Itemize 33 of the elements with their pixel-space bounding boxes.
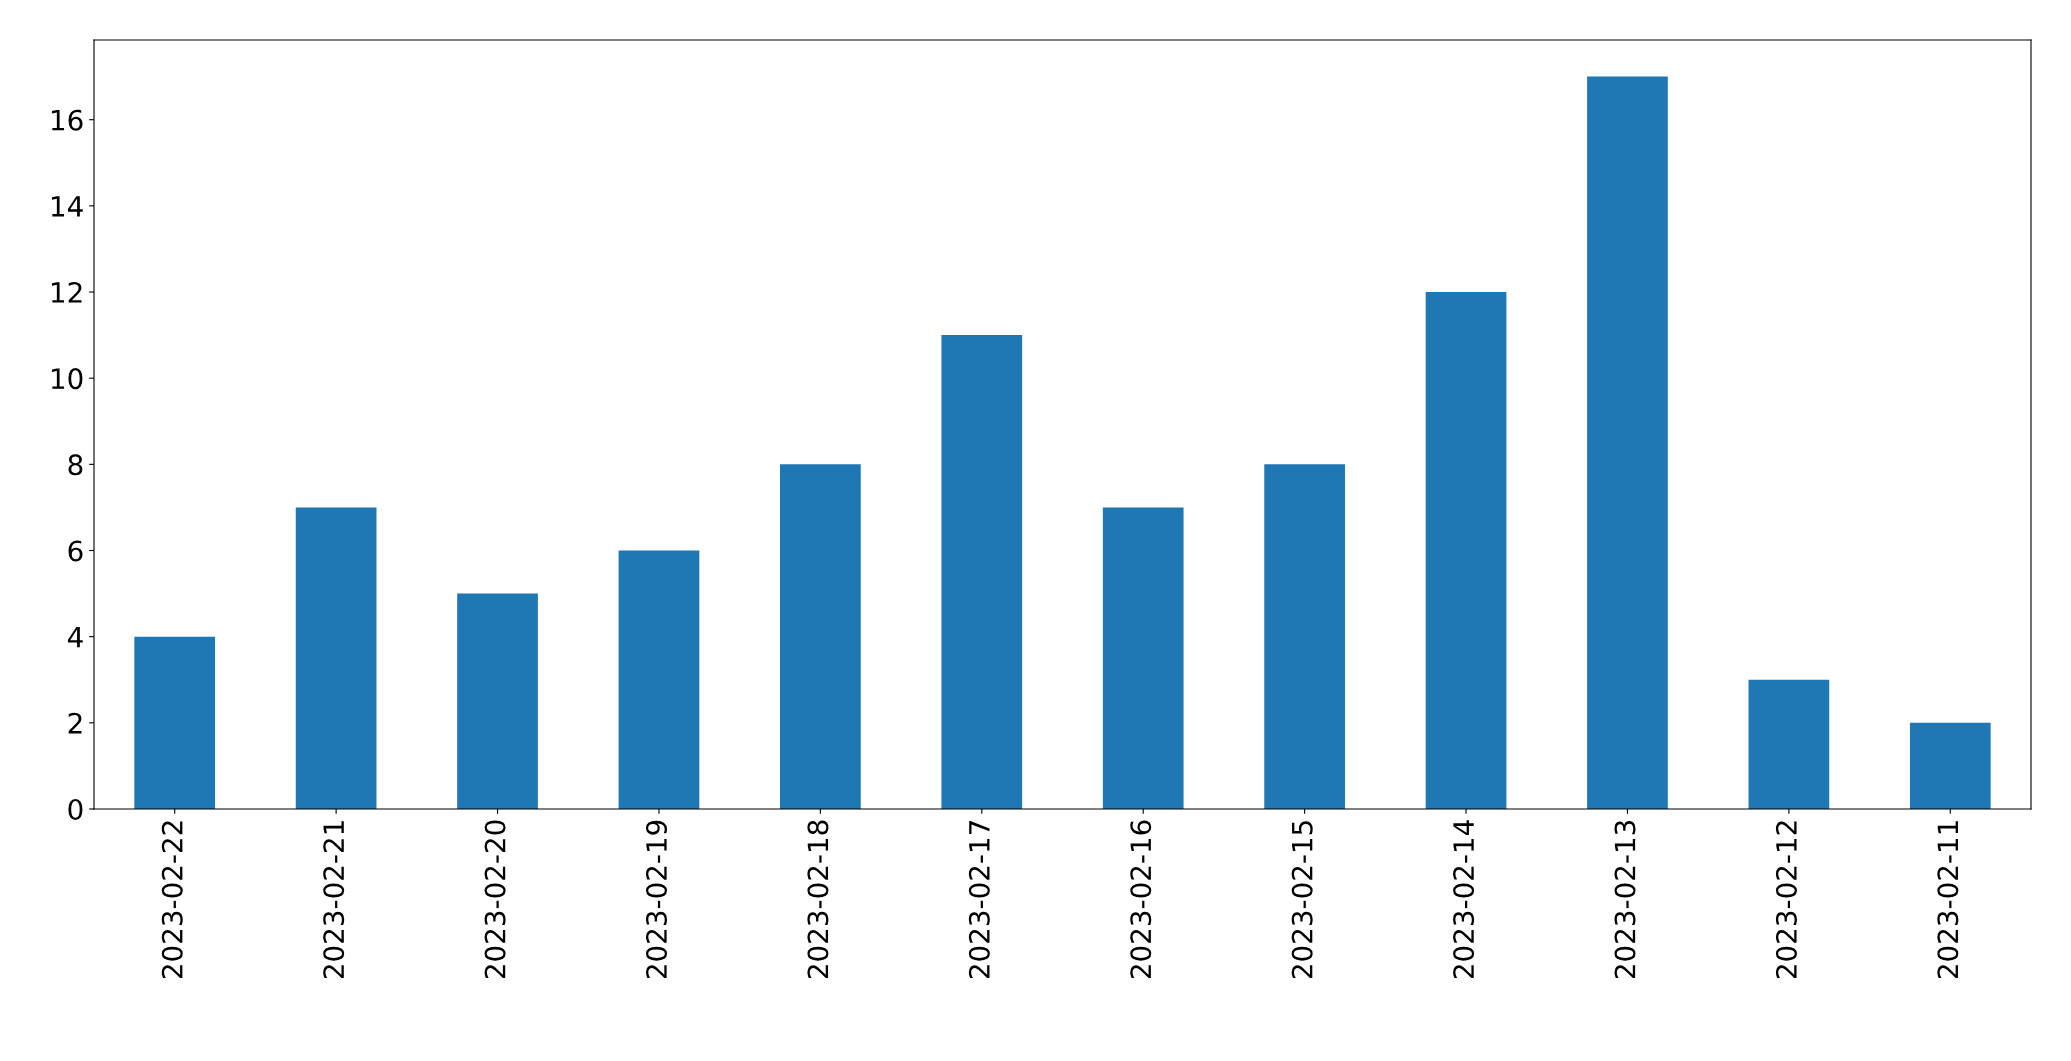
bar	[1102, 507, 1184, 809]
x-tick-label: 2023-02-12	[1775, 821, 1797, 979]
bar	[1748, 679, 1830, 809]
bar	[1909, 722, 1991, 809]
y-tick-label: 12	[51, 281, 82, 303]
bar	[780, 464, 861, 809]
x-tick-label: 2023-02-11	[1937, 821, 1959, 979]
x-tick-label: 2023-02-14	[1453, 820, 1475, 979]
x-tick-label: 2023-02-13	[1614, 820, 1636, 979]
x-tick-label: 2023-02-17	[968, 821, 990, 979]
bar	[1425, 292, 1507, 809]
bar	[618, 550, 700, 809]
y-tick-label: 14	[51, 196, 83, 217]
bar	[134, 636, 216, 809]
x-tick-label: 2023-02-22	[161, 821, 183, 979]
bar	[295, 507, 377, 809]
y-tick-label: 6	[68, 540, 83, 562]
x-tick-label: 2023-02-16	[1130, 820, 1152, 979]
x-tick-label: 2023-02-19	[646, 820, 668, 979]
bar	[941, 335, 1023, 809]
y-tick-label: 16	[51, 109, 83, 131]
x-tick-label: 2023-02-20	[484, 820, 506, 979]
x-tick-label: 2023-02-15	[1291, 821, 1313, 979]
bar	[1587, 76, 1668, 809]
bar	[1264, 464, 1345, 809]
y-tick-label: 2	[68, 712, 82, 734]
x-tick-label: 2023-02-18	[807, 820, 829, 979]
x-tick-label: 2023-02-21	[323, 821, 345, 979]
y-tick-label: 4	[67, 626, 83, 648]
y-tick-label: 10	[51, 368, 83, 390]
y-tick-label: 0	[68, 798, 83, 820]
y-tick-label: 8	[68, 454, 83, 476]
bar	[457, 593, 538, 809]
